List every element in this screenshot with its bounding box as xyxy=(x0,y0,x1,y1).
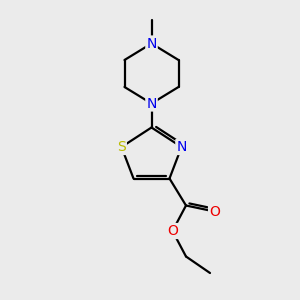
Text: N: N xyxy=(146,97,157,110)
Text: N: N xyxy=(176,140,187,154)
Text: S: S xyxy=(117,140,126,154)
Text: N: N xyxy=(146,37,157,50)
Text: O: O xyxy=(209,205,220,218)
Text: O: O xyxy=(167,224,178,238)
